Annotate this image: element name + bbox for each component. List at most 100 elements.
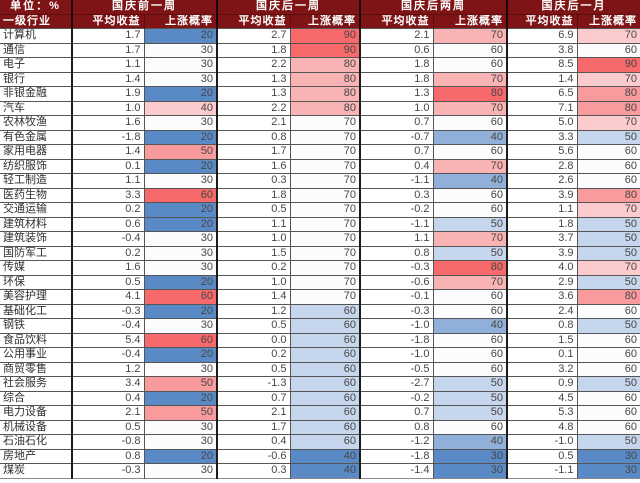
return-cell: 2.1 [216, 115, 290, 130]
return-cell: 3.3 [71, 187, 144, 203]
table-row: 食品饮料 5.4 60 0.0 60 -1.8 60 1.5 60 [0, 332, 640, 348]
return-cell: 1.9 [71, 86, 144, 101]
return-cell: 0.8 [216, 129, 290, 145]
table-row: 建筑装饰 -0.4 30 1.0 70 1.1 70 3.7 50 [0, 231, 640, 246]
probability-cell: 20 [143, 28, 217, 43]
probability-cell: 60 [432, 42, 507, 58]
return-cell: 0.6 [71, 216, 144, 232]
return-cell: 0.5 [506, 448, 577, 464]
probability-cell: 60 [143, 187, 217, 203]
industry-cell: 银行 [0, 71, 72, 87]
probability-cell: 60 [432, 419, 507, 435]
probability-cell: 40 [143, 100, 217, 116]
table-body: 计算机 1.7 20 2.7 90 2.1 70 6.9 70 通信 1.7 30 1.8 90 0.6 60… [0, 28, 640, 478]
probability-cell: 50 [432, 245, 507, 261]
return-cell: 1.2 [71, 361, 144, 377]
group-header-0: 国庆前一周 [71, 0, 217, 15]
industry-cell: 公用事业 [0, 347, 72, 362]
return-cell: 0.3 [216, 463, 290, 478]
return-cell: 1.1 [359, 231, 433, 246]
probability-cell: 40 [289, 463, 360, 478]
industry-cell: 医药生物 [0, 187, 72, 203]
probability-cell: 30 [143, 419, 217, 435]
return-cell: 3.8 [506, 42, 577, 58]
probability-cell: 30 [576, 463, 640, 478]
probability-cell: 60 [576, 42, 640, 58]
return-cell: 0.2 [71, 202, 144, 217]
industry-cell: 机械设备 [0, 419, 72, 435]
probability-cell: 70 [289, 129, 360, 145]
return-cell: -1.8 [359, 332, 433, 348]
return-cell: 2.9 [506, 274, 577, 290]
probability-cell: 70 [289, 144, 360, 159]
return-cell: 1.1 [216, 216, 290, 232]
industry-cell: 轻工制造 [0, 173, 72, 188]
probability-cell: 60 [289, 361, 360, 377]
return-cell: 0.8 [359, 419, 433, 435]
return-cell: 2.1 [359, 28, 433, 43]
return-cell: 0.5 [216, 361, 290, 377]
probability-cell: 20 [143, 202, 217, 217]
probability-cell: 60 [576, 173, 640, 188]
probability-cell: 60 [289, 390, 360, 406]
return-cell: -1.0 [359, 318, 433, 333]
probability-cell: 60 [576, 347, 640, 362]
industry-cell: 国防军工 [0, 245, 72, 261]
probability-cell: 50 [143, 376, 217, 391]
probability-cell: 70 [432, 231, 507, 246]
return-cell: 1.5 [216, 245, 290, 261]
probability-cell: 40 [432, 318, 507, 333]
return-cell: 0.3 [216, 173, 290, 188]
return-cell: 0.6 [359, 42, 433, 58]
probability-cell: 50 [576, 129, 640, 145]
return-cell: 6.9 [506, 28, 577, 43]
table-row: 交通运输 0.2 20 0.5 70 -0.2 60 1.1 70 [0, 202, 640, 217]
return-cell: 1.2 [216, 303, 290, 319]
probability-cell: 60 [289, 332, 360, 348]
probability-cell: 40 [432, 434, 507, 449]
probability-cell: 80 [576, 289, 640, 304]
return-cell: -1.3 [216, 376, 290, 391]
return-cell: -0.4 [71, 231, 144, 246]
return-cell: -0.3 [71, 303, 144, 319]
probability-cell: 60 [432, 144, 507, 159]
table-header: 单位：% 国庆前一周 国庆后一周 国庆后两周 国庆后一月 一级行业 平均收益 上涨概率平… [0, 0, 640, 29]
return-cell: -0.4 [71, 347, 144, 362]
return-cell: 2.2 [216, 57, 290, 72]
probability-cell: 70 [289, 245, 360, 261]
industry-cell: 非银金融 [0, 86, 72, 101]
return-cell: 1.4 [71, 144, 144, 159]
return-cell: 4.8 [506, 419, 577, 435]
probability-cell: 30 [576, 448, 640, 464]
return-cell: 1.4 [506, 71, 577, 87]
return-cell: 0.4 [359, 158, 433, 174]
return-cell: 3.2 [506, 361, 577, 377]
sub-header-probability-0: 上涨概率 [143, 14, 217, 29]
return-cell: 6.5 [506, 86, 577, 101]
return-cell: 1.1 [71, 57, 144, 72]
probability-cell: 60 [576, 405, 640, 420]
industry-column-header: 一级行业 [0, 14, 72, 29]
return-cell: -1.0 [506, 434, 577, 449]
return-cell: 0.2 [216, 347, 290, 362]
probability-cell: 30 [143, 42, 217, 58]
probability-cell: 60 [576, 361, 640, 377]
return-cell: 1.0 [359, 100, 433, 116]
probability-cell: 70 [289, 289, 360, 304]
industry-cell: 汽车 [0, 100, 72, 116]
return-cell: 0.4 [216, 434, 290, 449]
return-cell: 1.1 [506, 202, 577, 217]
return-cell: -0.8 [71, 434, 144, 449]
return-cell: 3.6 [506, 289, 577, 304]
probability-cell: 60 [576, 158, 640, 174]
probability-cell: 60 [432, 115, 507, 130]
probability-cell: 60 [576, 332, 640, 348]
probability-cell: 50 [432, 405, 507, 420]
table-row: 建筑材料 0.6 20 1.1 70 -1.1 50 1.8 50 [0, 216, 640, 232]
probability-cell: 70 [432, 158, 507, 174]
probability-cell: 60 [143, 332, 217, 348]
table-row: 国防军工 0.2 30 1.5 70 0.8 50 3.9 50 [0, 245, 640, 261]
return-cell: -1.0 [359, 347, 433, 362]
return-cell: 0.7 [359, 144, 433, 159]
